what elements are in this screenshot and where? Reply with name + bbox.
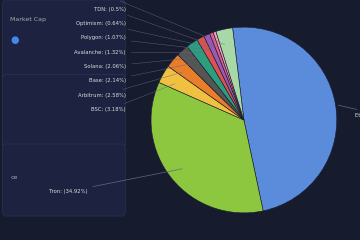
Text: Market Cap: Market Cap <box>10 17 46 22</box>
Text: Solana: (2.06%): Solana: (2.06%) <box>84 57 198 69</box>
Wedge shape <box>178 47 244 120</box>
Wedge shape <box>216 28 244 120</box>
Text: TDN: (0.5%): TDN: (0.5%) <box>94 6 217 47</box>
Text: Optimism: (0.64%): Optimism: (0.64%) <box>76 21 214 48</box>
FancyBboxPatch shape <box>3 74 125 149</box>
FancyBboxPatch shape <box>3 0 125 79</box>
Text: ce: ce <box>10 175 18 180</box>
Text: Others: (2.92%): Others: (2.92%) <box>84 0 225 45</box>
Text: Avalanche: (1.32%): Avalanche: (1.32%) <box>75 50 205 55</box>
Text: Base: (2.14%): Base: (2.14%) <box>89 64 190 84</box>
Text: Polygon: (1.07%): Polygon: (1.07%) <box>81 35 210 50</box>
Text: BSC: (3.18%): BSC: (3.18%) <box>91 84 175 112</box>
Wedge shape <box>210 32 244 120</box>
Wedge shape <box>197 36 244 120</box>
Text: Ethereum: (48.57%): Ethereum: (48.57%) <box>338 105 360 118</box>
Wedge shape <box>168 55 244 120</box>
Wedge shape <box>151 82 263 213</box>
Wedge shape <box>204 34 244 120</box>
FancyBboxPatch shape <box>3 144 125 216</box>
Wedge shape <box>233 27 337 211</box>
Wedge shape <box>213 31 244 120</box>
Text: Tron: (34.92%): Tron: (34.92%) <box>49 169 182 194</box>
Text: Arbitrum: (2.58%): Arbitrum: (2.58%) <box>78 72 183 98</box>
Text: ●: ● <box>10 35 19 45</box>
Wedge shape <box>187 40 244 120</box>
Wedge shape <box>159 66 244 120</box>
